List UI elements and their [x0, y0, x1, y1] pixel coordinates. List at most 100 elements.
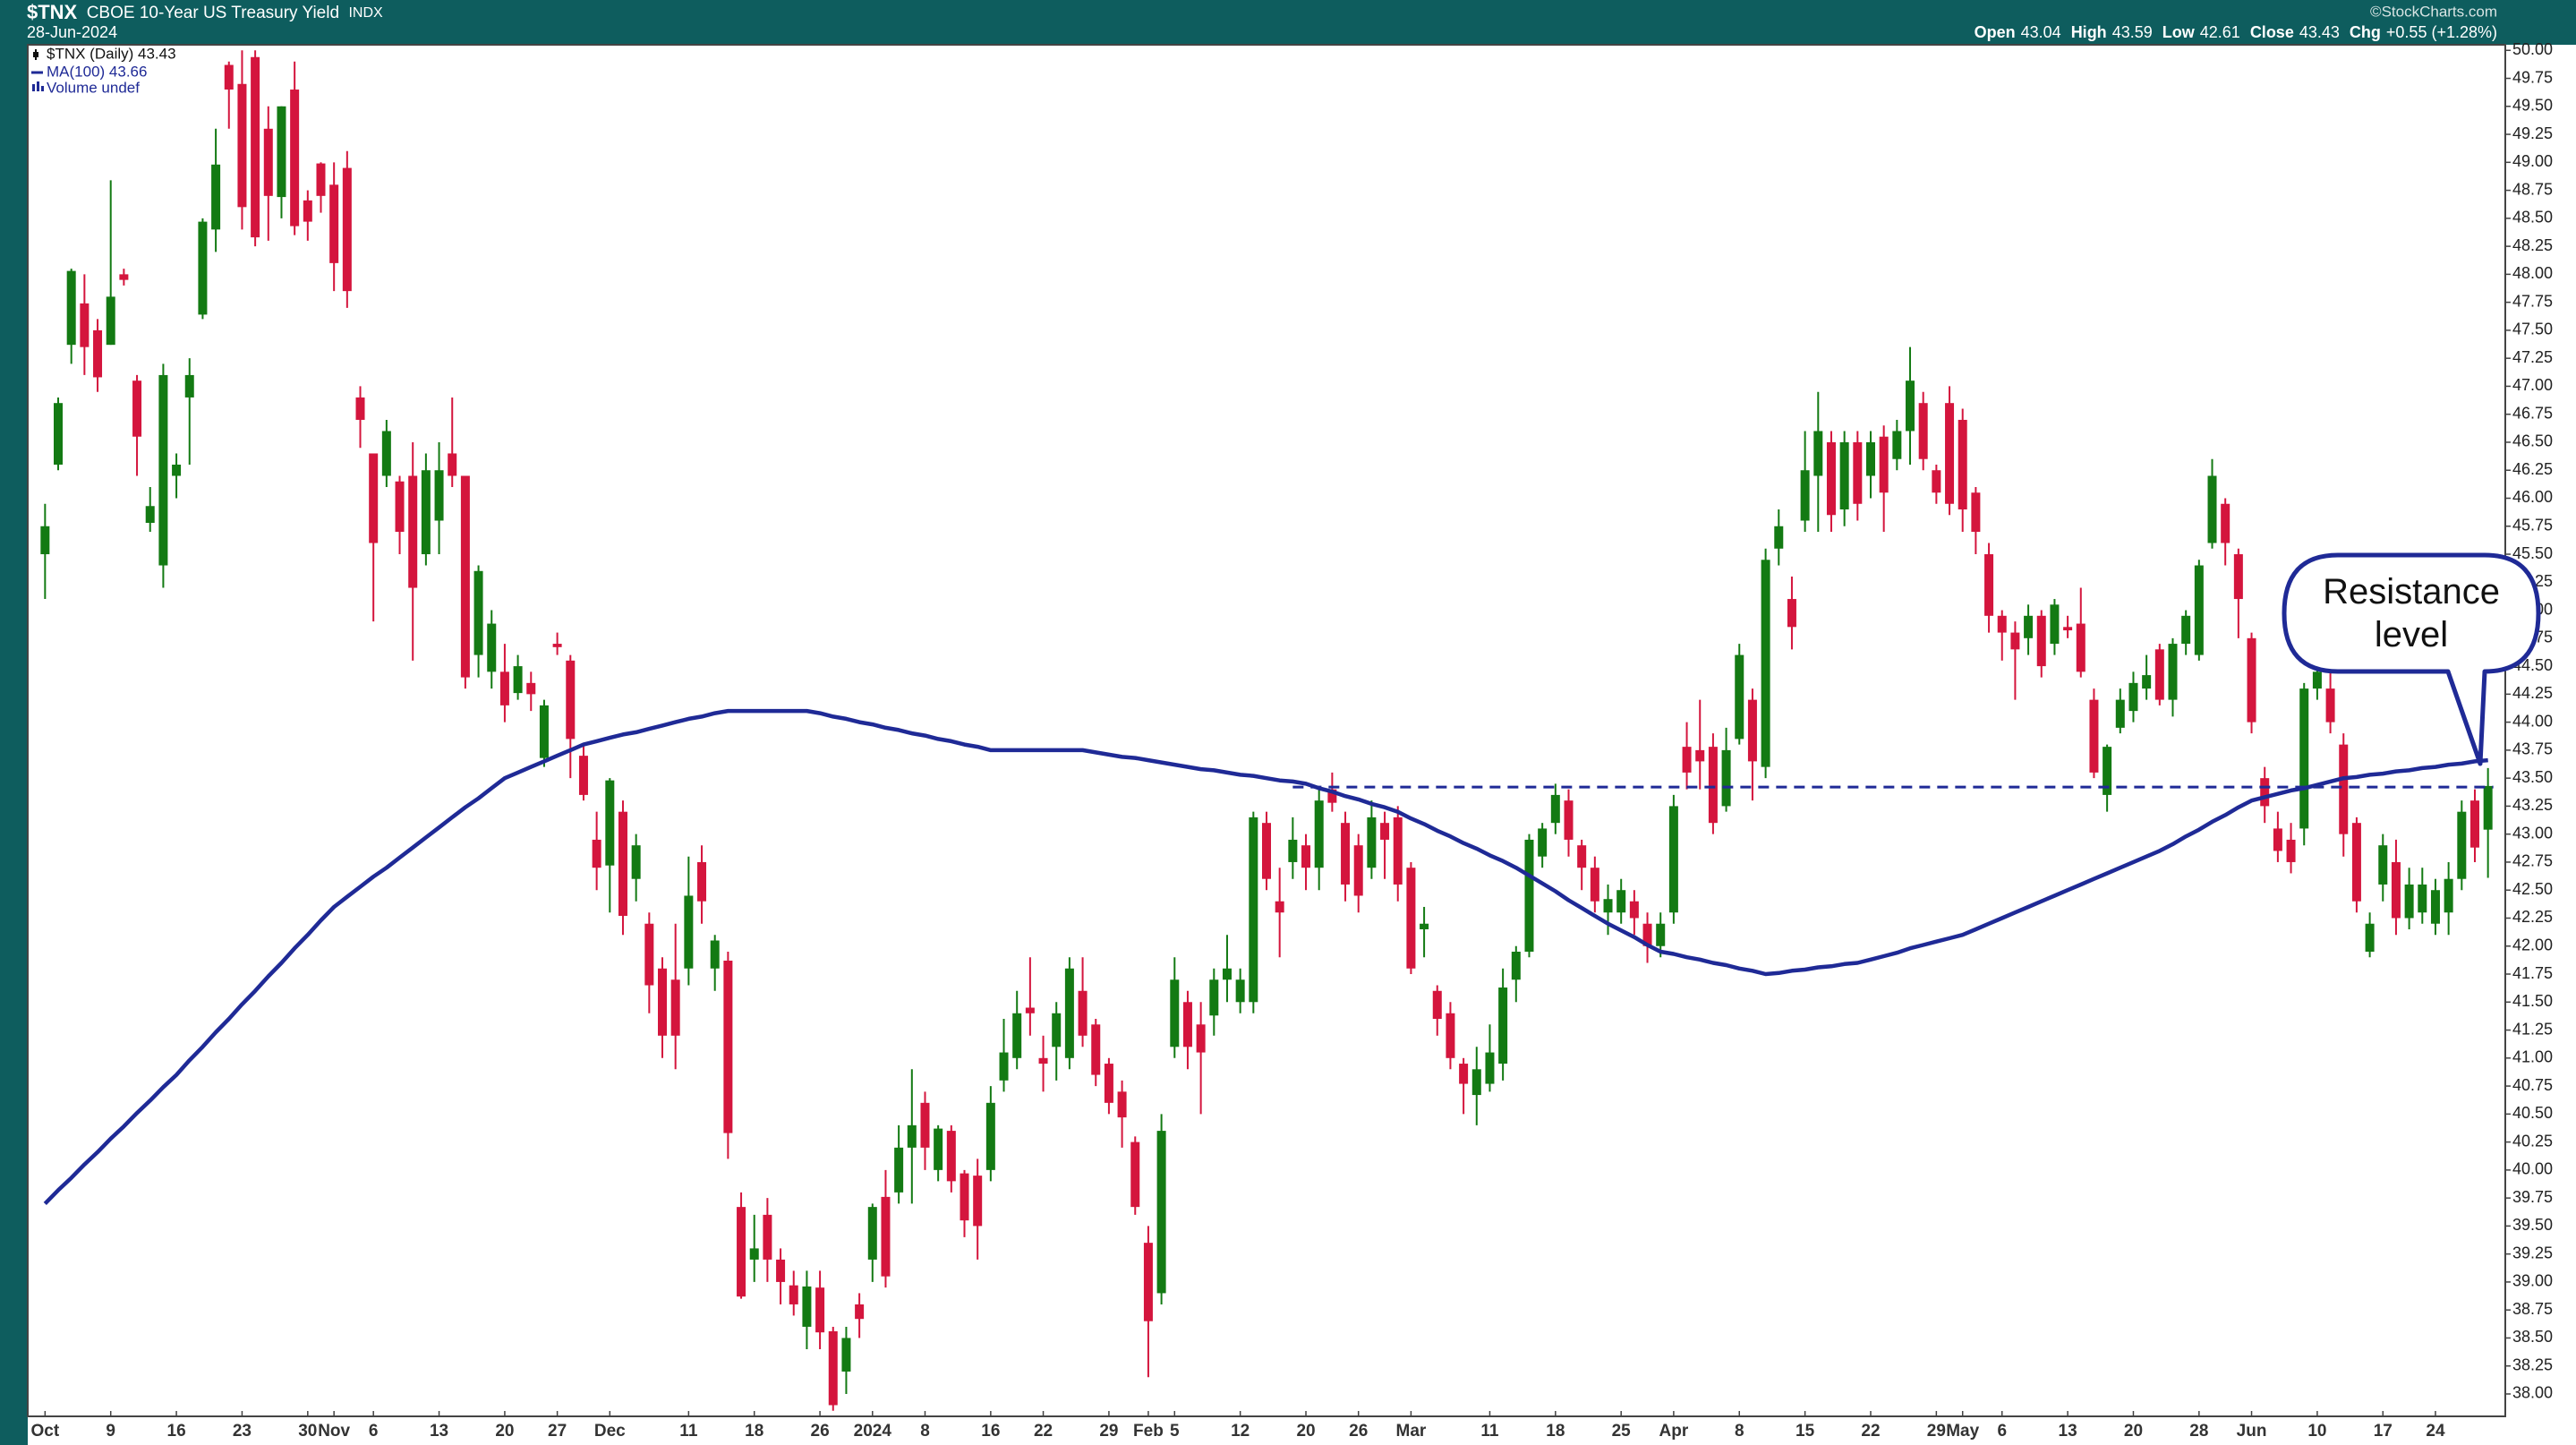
x-tick-label: 6: [369, 1422, 379, 1441]
x-tick-label: 16: [981, 1422, 1000, 1441]
candle-body: [1879, 436, 1889, 493]
candle-body: [723, 961, 733, 1133]
candle-body: [2483, 785, 2493, 830]
candle-body: [1958, 419, 1967, 510]
quote-value: 43.43: [2299, 23, 2340, 41]
candle-body: [592, 839, 601, 868]
candle-body: [1656, 923, 1666, 946]
candle-body: [946, 1131, 956, 1182]
candle-body: [1012, 1013, 1022, 1058]
y-tick-label: 48.00: [2512, 264, 2553, 282]
candle-body: [1971, 492, 1981, 533]
candle-body: [1603, 899, 1613, 913]
candle-body: [1826, 441, 1836, 516]
candle-body: [158, 374, 168, 566]
candle-body: [448, 453, 457, 476]
candle-body: [1564, 800, 1574, 840]
candle-body: [802, 1286, 812, 1327]
callout-text: Resistance level: [2323, 572, 2500, 654]
candle-body: [1721, 749, 1731, 807]
candle-body: [828, 1330, 838, 1406]
candle-body: [1839, 441, 1849, 510]
candle-body: [867, 1207, 877, 1260]
callout: Resistance level: [2282, 552, 2541, 766]
candle-body: [1196, 1024, 1206, 1053]
candle-body: [499, 671, 509, 705]
candle-body: [1432, 990, 1442, 1020]
y-tick-label: 40.25: [2512, 1132, 2553, 1150]
quote-value: 43.59: [2112, 23, 2153, 41]
candle-body: [1774, 526, 1784, 549]
candle-body: [1577, 845, 1587, 868]
y-tick-label: 41.00: [2512, 1048, 2553, 1066]
candle-body: [1327, 789, 1337, 803]
callout-box: Resistance level: [2323, 572, 2500, 654]
candle-body: [684, 895, 694, 969]
candle-body: [2010, 632, 2020, 650]
candle-body: [566, 660, 576, 740]
candle-body: [1853, 441, 1863, 504]
candle-body: [2312, 671, 2322, 689]
candle-body: [342, 167, 352, 292]
candle-body: [1906, 380, 1915, 432]
candle-body: [1393, 817, 1403, 885]
candle-body: [2142, 675, 2152, 689]
candle-body: [2351, 823, 2361, 902]
candle-body: [1524, 839, 1534, 952]
x-tick-label: 9: [106, 1422, 115, 1441]
candle-body: [1064, 968, 1074, 1058]
candle-body: [395, 481, 405, 533]
candle-body: [290, 90, 300, 227]
candle-body: [1997, 615, 2007, 633]
candle-body: [539, 705, 549, 758]
candle-body: [776, 1259, 786, 1282]
candle-body: [80, 303, 90, 347]
candle-body: [2181, 615, 2191, 645]
candle-body: [999, 1052, 1009, 1081]
candle-body: [2154, 649, 2164, 700]
x-tick-label: 28: [2189, 1422, 2208, 1441]
candle-body: [2286, 839, 2296, 862]
candle-body: [2404, 884, 2414, 919]
y-tick-label: 43.00: [2512, 824, 2553, 842]
legend-price: $TNX (Daily) 43.43: [47, 45, 176, 62]
candles: [40, 50, 2493, 1411]
candle-body: [1918, 403, 1928, 459]
candle-body: [2128, 682, 2138, 712]
candle-body: [145, 506, 155, 524]
candle-body: [1511, 951, 1521, 980]
x-tick-label: 30: [298, 1422, 317, 1441]
candle-body: [1341, 823, 1351, 885]
x-tick-label: 10: [2307, 1422, 2326, 1441]
candle-body: [381, 431, 391, 476]
y-tick-label: 49.75: [2512, 68, 2553, 86]
y-tick-label: 47.50: [2512, 321, 2553, 338]
x-tick-label: 8: [920, 1422, 930, 1441]
candle-body: [211, 164, 221, 230]
y-tick-label: 38.00: [2512, 1384, 2553, 1402]
candle-body: [1314, 800, 1324, 868]
candle-body: [1787, 599, 1796, 628]
y-tick-label: 48.75: [2512, 180, 2553, 198]
x-tick-label: Dec: [594, 1422, 626, 1441]
candle-body: [2299, 688, 2309, 829]
candle-body: [1708, 747, 1718, 824]
candle-body: [2418, 884, 2427, 913]
candle-body: [1025, 1007, 1035, 1013]
candle-body: [2036, 615, 2046, 667]
candle-body: [618, 811, 627, 916]
y-tick-label: 47.75: [2512, 292, 2553, 310]
legend-icon: [33, 52, 38, 57]
candle-body: [1130, 1141, 1140, 1208]
candle-body: [40, 526, 50, 555]
candle-body: [1498, 988, 1508, 1065]
candle-body: [1471, 1069, 1481, 1096]
candle-body: [2444, 878, 2453, 913]
candle-body: [763, 1214, 772, 1260]
x-tick-label: Jun: [2237, 1422, 2267, 1441]
y-tick-label: 44.00: [2512, 712, 2553, 730]
candle-body: [513, 666, 523, 694]
candle-body: [198, 221, 208, 315]
candle-body: [2273, 828, 2282, 851]
candle-body: [237, 83, 247, 208]
